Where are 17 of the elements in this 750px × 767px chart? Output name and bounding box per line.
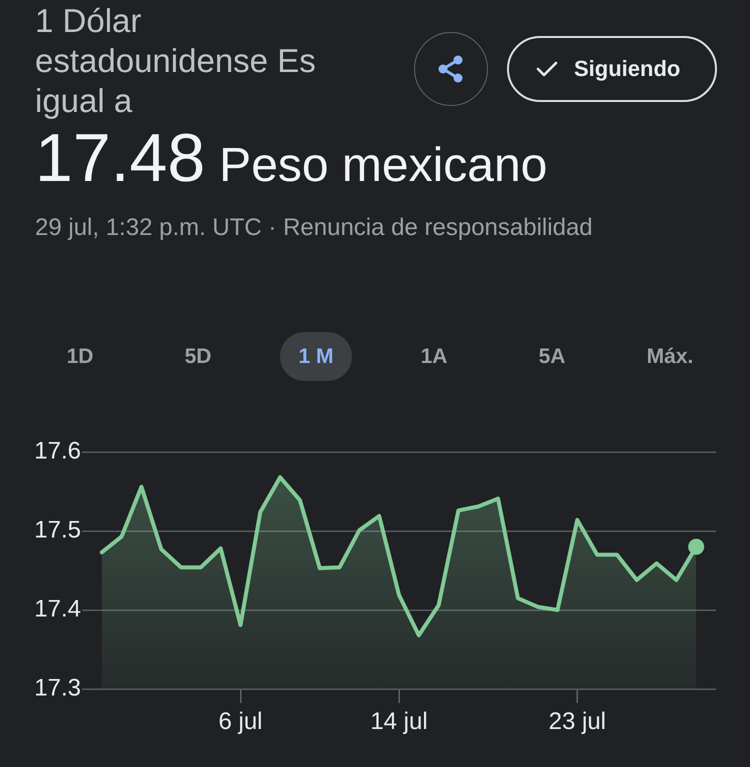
follow-button: Siguiendo bbox=[507, 36, 717, 102]
y-tick-label: 17.3 bbox=[34, 674, 81, 702]
x-tick-label: 23 jul bbox=[548, 708, 606, 736]
text: 1A bbox=[420, 344, 448, 368]
y-tick-label: 17.5 bbox=[34, 516, 81, 544]
chart-title: 1 Dólar estadounidense Es igual a bbox=[35, 1, 317, 121]
y-tick-label: 17.6 bbox=[34, 438, 81, 465]
text: 1D bbox=[66, 344, 94, 368]
selected-tab: 1 M bbox=[280, 332, 352, 381]
text: 29 jul, 1:32 p.m. UTC · Renuncia de responsabilidad bbox=[35, 213, 594, 243]
x-tick-label: 14 jul bbox=[370, 708, 428, 736]
text: 5D bbox=[184, 344, 212, 368]
y-tick-label: 17.4 bbox=[34, 596, 81, 623]
text: Máx. bbox=[646, 344, 694, 368]
chart-subtitle: 17.48 Peso mexicano bbox=[35, 120, 548, 196]
x-tick-label: 6 jul bbox=[218, 708, 263, 736]
text: 5A bbox=[538, 344, 566, 368]
